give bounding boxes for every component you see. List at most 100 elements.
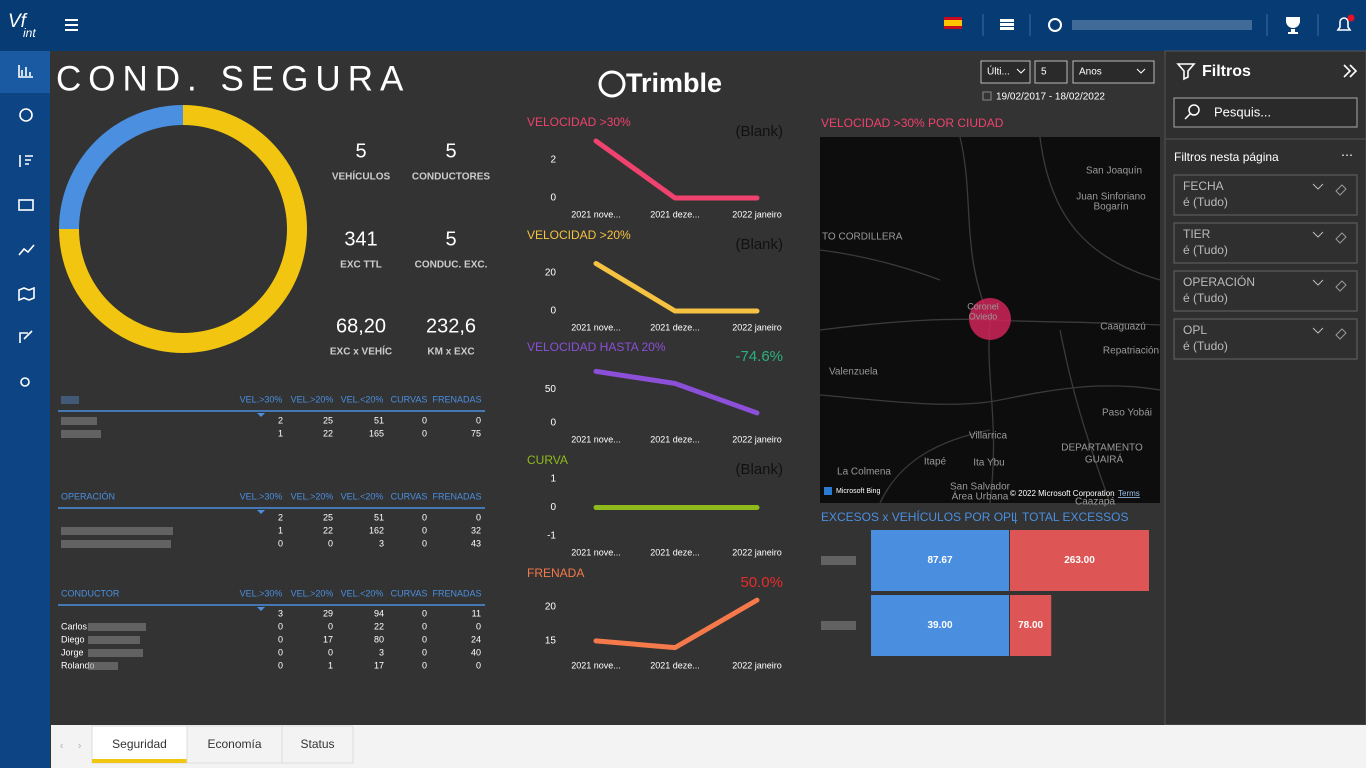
cell: 0 — [278, 647, 283, 657]
map-terms[interactable]: Terms — [1118, 489, 1140, 498]
row-name: Rolando — [61, 660, 95, 670]
eraser-icon[interactable] — [1335, 232, 1347, 244]
tab[interactable] — [91, 725, 188, 764]
y-tick-label: 0 — [550, 418, 556, 429]
search-box[interactable] — [1173, 97, 1358, 128]
line — [593, 597, 760, 651]
eraser-icon[interactable] — [1335, 184, 1347, 196]
period: Últi... — [987, 65, 1010, 78]
row-name-blurred — [61, 430, 101, 438]
tab-label: Seguridad — [112, 737, 167, 751]
unit-dropdown[interactable] — [1072, 60, 1155, 84]
filter-card[interactable] — [1173, 174, 1358, 216]
filter-section: Filtros nesta página — [1174, 150, 1279, 164]
bar[interactable] — [871, 595, 1009, 656]
kpi-label: CONDUC. EXC. — [415, 260, 488, 271]
y-tick-label: 2 — [550, 155, 556, 166]
trophy-icon[interactable] — [1286, 17, 1300, 34]
bar[interactable] — [871, 530, 1009, 591]
cell: 29 — [323, 608, 333, 618]
count-input[interactable] — [1034, 60, 1068, 84]
cell: 80 — [374, 634, 384, 644]
filter-value: é (Tudo) — [1183, 243, 1228, 257]
y-tick-label: -1 — [547, 531, 556, 542]
eraser-icon[interactable] — [1335, 328, 1347, 340]
map-place: Caaguazú — [1100, 322, 1146, 333]
tab-scroll[interactable]: › — [78, 741, 81, 752]
menu-icon[interactable] — [65, 19, 78, 31]
column-header: FRENADAS — [432, 588, 481, 598]
active-nav — [0, 51, 50, 93]
map-place: Repatriación — [1103, 346, 1159, 357]
cell: 40 — [471, 647, 481, 657]
y-tick-label: 0 — [550, 193, 556, 204]
legend-separator: | — [1014, 510, 1017, 524]
more-icon[interactable]: ⋯ — [1341, 148, 1353, 162]
x-tick-label: 2021 deze... — [650, 434, 700, 444]
map-place: La Colmena — [837, 467, 891, 478]
cell: 3 — [278, 608, 283, 618]
tab[interactable] — [186, 725, 283, 764]
search-icon — [1184, 113, 1191, 120]
y-tick-label: 0 — [550, 502, 556, 513]
map-place: Villarrica — [969, 431, 1008, 442]
filter-name: OPERACIÓN — [1183, 274, 1255, 289]
cell: 25 — [323, 512, 333, 522]
row-name: Jorge — [61, 647, 84, 657]
filter-title: Filtros — [1202, 63, 1251, 80]
user-name-blurred — [1072, 20, 1252, 30]
cell: 17 — [374, 660, 384, 670]
x-tick-label: 2022 janeiro — [732, 660, 782, 670]
kpi-value: 5 — [445, 228, 456, 250]
filter-card[interactable] — [1173, 318, 1358, 360]
nav-icons[interactable] — [18, 65, 35, 387]
map-bubble[interactable] — [969, 298, 1011, 340]
flag-icon[interactable] — [944, 17, 962, 29]
cell: 25 — [323, 415, 333, 425]
user-icon[interactable] — [1048, 18, 1062, 32]
filter-card[interactable] — [1173, 222, 1358, 264]
filter-card[interactable] — [1173, 270, 1358, 312]
bar[interactable] — [1010, 595, 1052, 656]
eraser-icon[interactable] — [1335, 280, 1347, 292]
page-title: COND. SEGURA — [56, 59, 410, 98]
kpi-value: 68,20 — [336, 315, 386, 337]
donut-segment[interactable] — [59, 105, 183, 229]
line — [593, 138, 760, 201]
apps-icon[interactable] — [1000, 19, 1014, 30]
bar[interactable] — [1010, 530, 1149, 591]
cell: 0 — [476, 512, 481, 522]
cell: 162 — [369, 525, 384, 535]
column-header: CURVAS — [391, 588, 428, 598]
tab[interactable] — [281, 725, 354, 764]
tab-label: Status — [300, 737, 334, 751]
cell: 0 — [422, 608, 427, 618]
x-tick-label: 2022 janeiro — [732, 547, 782, 557]
x-tick-label: 2021 nove... — [571, 322, 621, 332]
chart-title: FRENADA — [527, 566, 584, 580]
chevron — [1312, 279, 1324, 286]
line — [593, 261, 760, 314]
chevron — [1312, 183, 1324, 190]
column-header: VEL.>30% — [240, 491, 283, 501]
side-bar — [0, 51, 50, 768]
y-tick-label: 20 — [545, 602, 557, 613]
cell: 43 — [471, 538, 481, 548]
kpi-value: 5 — [355, 140, 366, 162]
x-tick-label: 2022 janeiro — [732, 322, 782, 332]
bell-icon[interactable] — [1336, 17, 1352, 31]
cell: 0 — [422, 660, 427, 670]
tab-scroll[interactable]: ‹ — [60, 741, 63, 752]
row-name-blurred — [88, 649, 143, 657]
cell: 17 — [323, 634, 333, 644]
cell: 22 — [323, 428, 333, 438]
filter-value: é (Tudo) — [1183, 291, 1228, 305]
sort-arrow — [257, 607, 265, 611]
filter-value: é (Tudo) — [1183, 339, 1228, 353]
tab-underline — [92, 759, 187, 763]
legend-name: EXCESOS x VEHÍCULOS POR OPL — [821, 509, 1018, 524]
collapse-icon[interactable] — [1343, 64, 1358, 78]
cell: 0 — [422, 647, 427, 657]
period-dropdown[interactable] — [980, 60, 1031, 84]
cell: 0 — [328, 621, 333, 631]
